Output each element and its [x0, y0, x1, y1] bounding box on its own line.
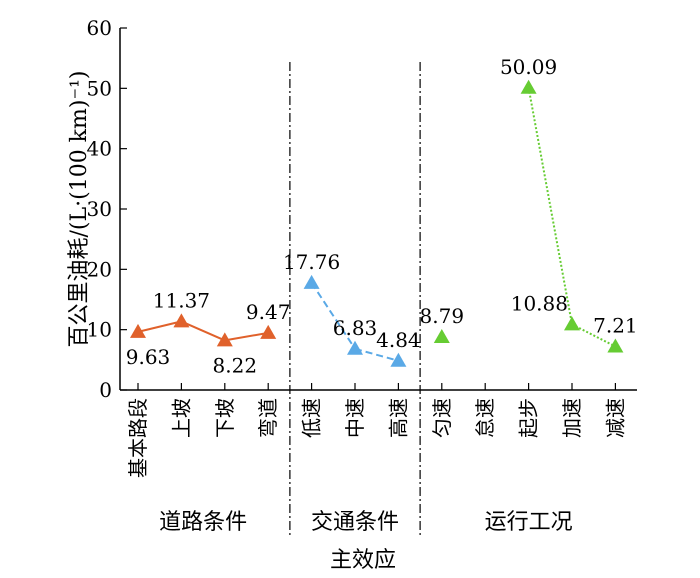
x-tick-label: 减速 — [603, 398, 627, 438]
data-point-marker — [390, 352, 407, 367]
group-label: 交通条件 — [311, 510, 399, 535]
series-segment — [571, 323, 616, 348]
data-point-marker — [173, 313, 190, 328]
y-tick-label: 50 — [87, 76, 112, 100]
data-label: 17.76 — [283, 250, 340, 274]
y-tick-label: 0 — [99, 378, 112, 402]
group-label: 运行工况 — [485, 510, 573, 535]
group-separators — [289, 62, 421, 538]
x-tick-label: 怠速 — [473, 398, 497, 438]
y-tick-label: 20 — [87, 257, 112, 281]
x-tick-label: 加速 — [560, 398, 584, 438]
x-tick-label: 上坡 — [169, 398, 193, 438]
x-tick-label: 起步 — [517, 398, 541, 438]
y-tick-label: 40 — [87, 137, 112, 161]
data-label: 8.22 — [213, 353, 258, 377]
data-label: 6.83 — [333, 316, 378, 340]
data-label: 9.63 — [126, 345, 171, 369]
data-point-marker — [520, 79, 537, 94]
y-tick-label: 30 — [87, 197, 112, 221]
data-point-marker — [607, 338, 624, 353]
data-point-marker — [216, 332, 233, 347]
series-segment — [180, 320, 226, 342]
data-label: 8.79 — [420, 304, 465, 328]
x-tick-label: 匀速 — [430, 398, 454, 438]
series-layer — [130, 79, 624, 367]
y-axis-title: 百公里油耗/(L·(100 km)⁻¹) — [67, 71, 92, 348]
series-segment — [354, 347, 399, 362]
series-segment — [527, 87, 573, 325]
series-segment — [224, 331, 269, 342]
x-tick-label: 高速 — [386, 398, 410, 438]
data-point-marker — [564, 316, 580, 331]
y-tick-label: 60 — [87, 16, 112, 40]
labels-layer: 道路条件 交通条件 运行工况 9.63 11.37 8.22 9.47 17.76 6.834.… — [126, 55, 638, 535]
x-tick-label: 下坡 — [213, 398, 237, 438]
data-point-marker — [347, 340, 363, 355]
y-tick-label: 10 — [87, 318, 112, 342]
data-point-marker — [130, 323, 146, 338]
group-label: 道路条件 — [159, 510, 247, 535]
x-axis-title: 主效应 — [330, 548, 396, 573]
x-tick-label: 低速 — [300, 398, 324, 438]
x-tick-label: 基本路段 — [126, 398, 150, 478]
data-label: 11.37 — [153, 288, 210, 312]
data-label: 9.47 — [246, 300, 291, 324]
data-point-marker — [260, 324, 277, 339]
data-label: 50.09 — [500, 55, 557, 79]
data-label: 4.84 — [376, 328, 421, 352]
data-point-marker — [433, 328, 450, 343]
data-label: 10.88 — [511, 291, 568, 315]
x-tick-label: 中速 — [343, 398, 367, 438]
data-point-marker — [303, 274, 320, 289]
axes: 0 10 20 30 40 50 60 基本路段 上坡 下坡 弯道 低速 中速 高速 匀速 怠速 起步 加速 减速 — [87, 16, 637, 478]
series-segment — [310, 282, 356, 350]
data-label: 7.21 — [593, 313, 638, 337]
series-segment — [137, 320, 182, 333]
x-tick-label: 弯道 — [256, 398, 280, 438]
